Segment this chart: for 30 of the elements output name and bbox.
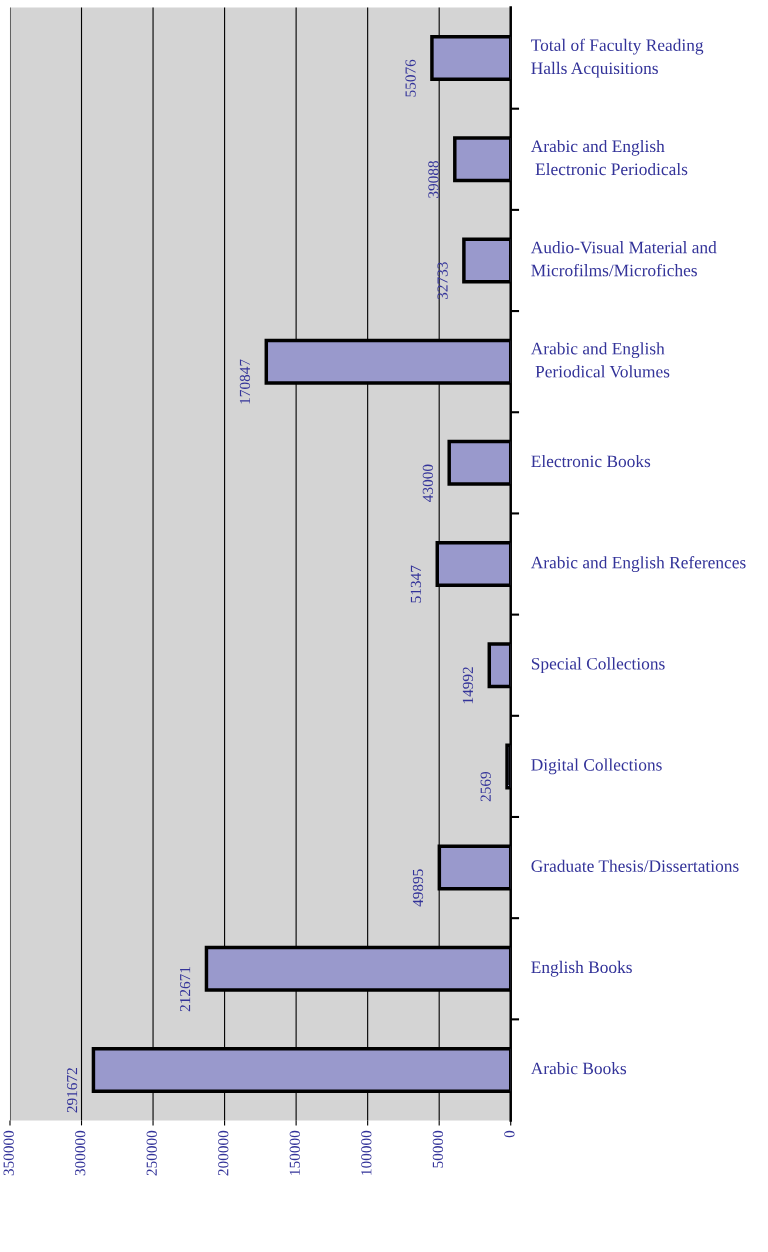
data-label: 32733 — [437, 262, 448, 300]
x-tick-label: 100000 — [361, 1130, 372, 1175]
data-label: 39088 — [428, 161, 439, 198]
y-tick-label: Electronic Books — [531, 454, 651, 468]
y-tick-label: Special Collections — [531, 657, 665, 674]
x-tick-label: 350000 — [3, 1130, 14, 1176]
data-label: 14992 — [462, 667, 474, 704]
data-label: 51347 — [410, 565, 422, 603]
data-label: 291672 — [66, 1068, 78, 1113]
data-label: 170847 — [239, 359, 251, 404]
y-tick-label: Audio-Visual Material and Microfilms/Microfiches — [530, 241, 717, 277]
x-tick-label: 150000 — [289, 1130, 300, 1175]
data-label: 2569 — [480, 771, 491, 802]
x-tick-label: 250000 — [146, 1130, 157, 1176]
y-tick-label: Arabic and English References — [530, 556, 746, 573]
y-tick-label: Arabic and English Electronic Periodicals — [530, 139, 688, 176]
y-tick-label: English Books — [531, 960, 632, 977]
y-tick-label: Arabic and English Periodical Volumes — [530, 342, 670, 378]
y-tick-label: Digital Collections — [531, 758, 662, 775]
y-tick-label: Total of Faculty Reading Halls Acquisitions — [531, 38, 704, 78]
data-label: 49895 — [412, 869, 424, 907]
y-tick-label: Arabic Books — [530, 1062, 627, 1075]
x-tick-label: 200000 — [218, 1130, 229, 1176]
data-label: 212671 — [179, 967, 191, 1012]
x-tick-label: 300000 — [75, 1130, 86, 1176]
x-tick-label: 0 — [504, 1130, 515, 1138]
data-label: 55076 — [405, 59, 416, 97]
data-label: 43000 — [422, 464, 433, 502]
x-tick-label: 50000 — [432, 1130, 444, 1168]
y-tick-label: Graduate Thesis/Dissertations — [531, 859, 739, 872]
